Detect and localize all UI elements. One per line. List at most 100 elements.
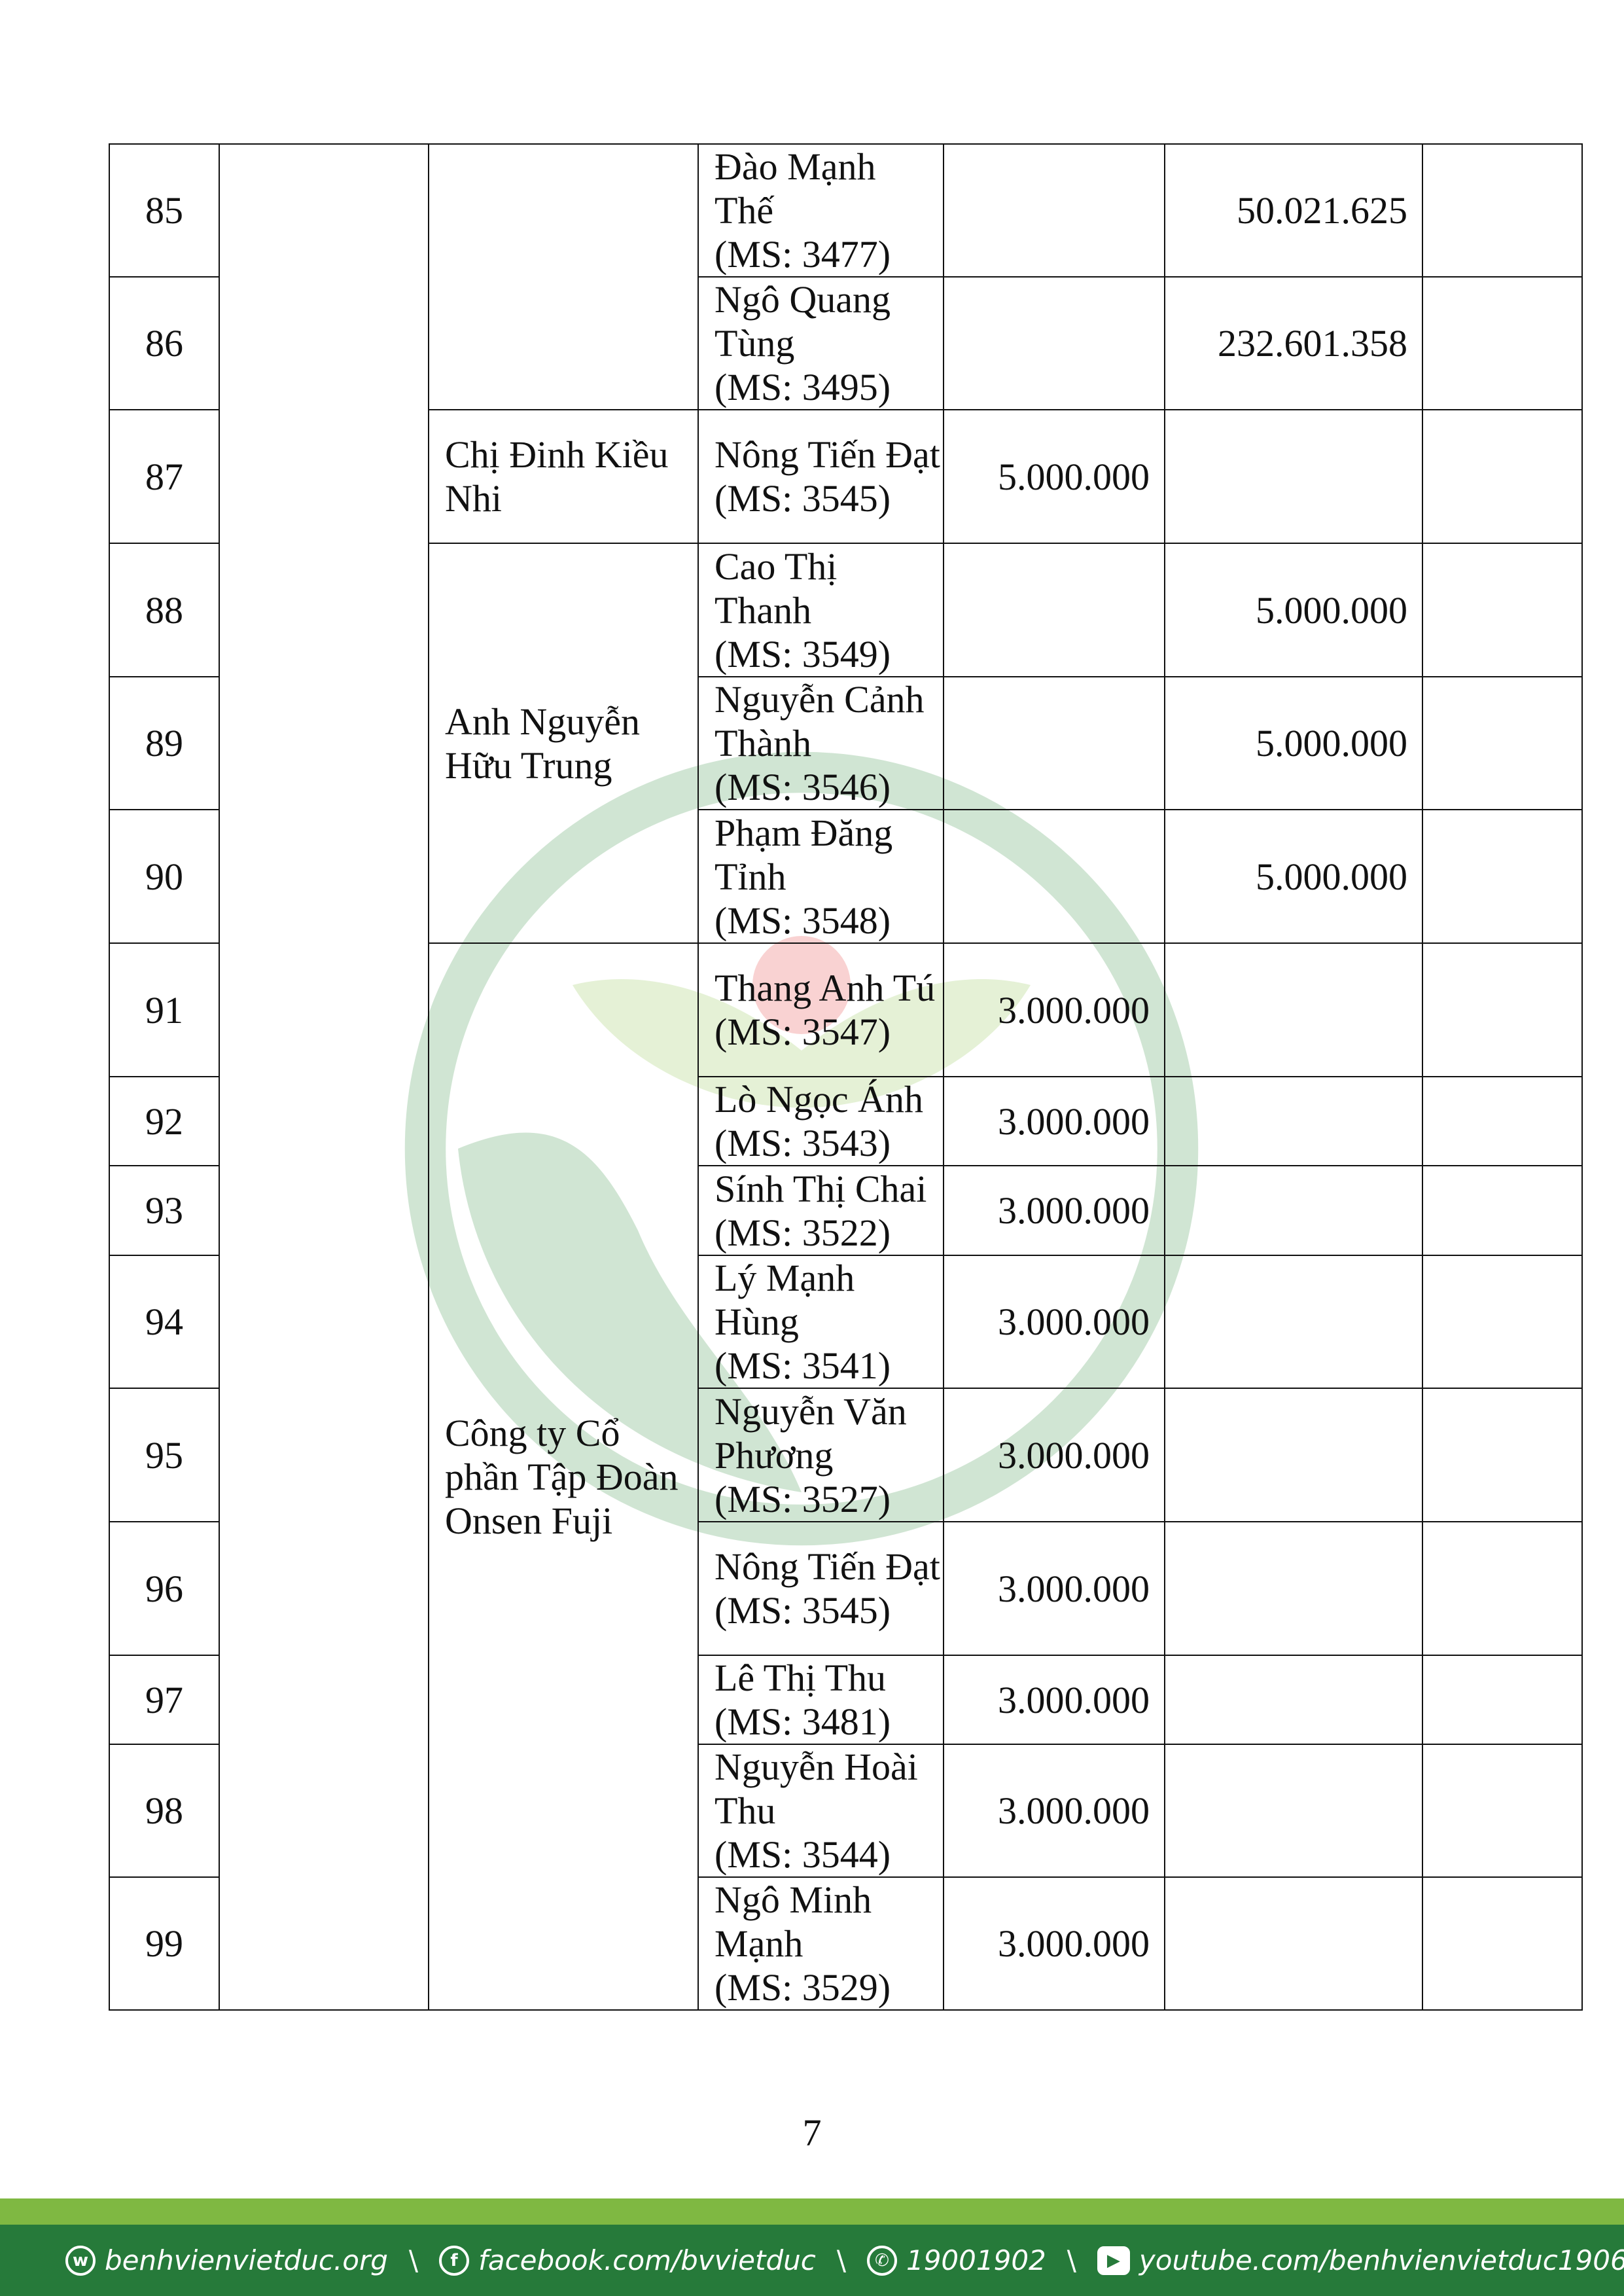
amount-a-cell — [943, 143, 1165, 278]
donation-table: 85 Đào Mạnh Thế (MS: 3477) 50.021.625 86 Ngô … — [109, 143, 1583, 2011]
amount-a-cell: 3.000.000 — [943, 1165, 1165, 1256]
row-number: 99 — [109, 1876, 220, 2011]
unit-cell — [219, 143, 429, 2011]
table-row: 85 Đào Mạnh Thế (MS: 3477) 50.021.625 — [109, 143, 1583, 2011]
note-cell — [1422, 143, 1583, 278]
sponsor-cell: Anh Nguyễn Hữu Trung — [428, 543, 699, 944]
recipient-cell: Ngô Minh Mạnh (MS: 3529) — [697, 1876, 944, 2011]
recipient-code: (MS: 3477) — [715, 233, 891, 276]
note-cell — [1422, 942, 1583, 1077]
recipient-name: Nguyễn Hoài Thu — [715, 1746, 918, 1832]
recipient-code: (MS: 3545) — [715, 477, 891, 520]
footer: w benhvienvietduc.org \ f facebook.com/bvv… — [0, 2225, 1624, 2296]
amount-a-cell: 3.000.000 — [943, 1388, 1165, 1522]
recipient-cell: Lý Mạnh Hùng (MS: 3541) — [697, 1255, 944, 1389]
note-cell — [1422, 1165, 1583, 1256]
footer-phone-link[interactable]: ✆ 19001902 — [866, 2244, 1046, 2276]
row-number: 96 — [109, 1521, 220, 1656]
amount-b-cell: 5.000.000 — [1164, 543, 1423, 677]
footer-website-link[interactable]: w benhvienvietduc.org — [65, 2244, 388, 2276]
recipient-cell: Lê Thị Thu (MS: 3481) — [697, 1655, 944, 1745]
note-cell — [1422, 1076, 1583, 1166]
amount-b-cell: 5.000.000 — [1164, 809, 1423, 944]
table-row: 99 Ngô Minh Mạnh (MS: 3529) 3.000.000 — [109, 1876, 1583, 2011]
recipient-cell: Nông Tiến Đạt (MS: 3545) — [697, 1521, 944, 1656]
website-text: benhvienvietduc.org — [105, 2244, 388, 2276]
recipient-code: (MS: 3549) — [715, 632, 891, 675]
table-row: 90 Phạm Đăng Tỉnh (MS: 3548) 5.000.000 — [109, 809, 1583, 944]
amount-a-cell: 3.000.000 — [943, 1655, 1165, 1745]
recipient-name: Ngô Quang Tùng — [715, 278, 891, 365]
amount-b-cell — [1164, 1655, 1423, 1745]
recipient-cell: Nguyễn Hoài Thu (MS: 3544) — [697, 1744, 944, 1878]
note-cell — [1422, 1744, 1583, 1878]
recipient-cell: Nguyễn Cảnh Thành (MS: 3546) — [697, 676, 944, 810]
note-cell — [1422, 276, 1583, 410]
recipient-code: (MS: 3543) — [715, 1122, 891, 1164]
footer-youtube-link[interactable]: ▶ youtube.com/benhvienvietduc1906 — [1097, 2244, 1624, 2276]
recipient-name: Nông Tiến Đạt — [715, 1545, 940, 1588]
amount-a-cell: 3.000.000 — [943, 1521, 1165, 1656]
row-number: 95 — [109, 1388, 220, 1522]
recipient-name: Nguyễn Cảnh Thành — [715, 678, 925, 764]
row-number: 93 — [109, 1165, 220, 1256]
recipient-name: Lê Thị Thu — [715, 1657, 887, 1699]
recipient-cell: Đào Mạnh Thế (MS: 3477) — [697, 143, 944, 278]
recipient-code: (MS: 3522) — [715, 1211, 891, 1254]
recipient-code: (MS: 3541) — [715, 1344, 891, 1387]
note-cell — [1422, 1876, 1583, 2011]
recipient-cell: Sính Thị Chai (MS: 3522) — [697, 1165, 944, 1256]
row-number: 90 — [109, 809, 220, 944]
amount-a-cell — [943, 809, 1165, 944]
recipient-code: (MS: 3545) — [715, 1589, 891, 1632]
row-number: 85 — [109, 143, 220, 278]
amount-a-cell: 3.000.000 — [943, 1255, 1165, 1389]
row-number: 87 — [109, 409, 220, 544]
amount-b-cell: 232.601.358 — [1164, 276, 1423, 410]
row-number: 91 — [109, 942, 220, 1077]
table-row: 96 Nông Tiến Đạt (MS: 3545) 3.000.000 — [109, 1521, 1583, 1656]
recipient-name: Cao Thị Thanh — [715, 545, 838, 632]
table-row: 93 Sính Thị Chai (MS: 3522) 3.000.000 — [109, 1165, 1583, 1256]
recipient-cell: Nông Tiến Đạt (MS: 3545) — [697, 409, 944, 544]
amount-b-cell: 5.000.000 — [1164, 676, 1423, 810]
amount-b-cell — [1164, 1076, 1423, 1166]
table-row: 91 Công ty Cổ phần Tập Đoàn Onsen Fuji Tha… — [109, 942, 1583, 2011]
note-cell — [1422, 1388, 1583, 1522]
recipient-cell: Phạm Đăng Tỉnh (MS: 3548) — [697, 809, 944, 944]
sponsor-cell — [428, 143, 699, 410]
recipient-cell: Thang Anh Tú (MS: 3547) — [697, 942, 944, 1077]
recipient-code: (MS: 3495) — [715, 366, 891, 408]
amount-a-cell: 3.000.000 — [943, 1076, 1165, 1166]
footer-facebook-link[interactable]: f facebook.com/bvvietduc — [439, 2244, 816, 2276]
row-number: 98 — [109, 1744, 220, 1878]
amount-a-cell: 5.000.000 — [943, 409, 1165, 544]
recipient-cell: Lò Ngọc Ánh (MS: 3543) — [697, 1076, 944, 1166]
amount-a-cell: 3.000.000 — [943, 1744, 1165, 1878]
row-number: 92 — [109, 1076, 220, 1166]
recipient-name: Đào Mạnh Thế — [715, 145, 876, 232]
row-number: 94 — [109, 1255, 220, 1389]
table-row: 87 Chị Đinh Kiều Nhi Nông Tiến Đạt (MS: 354… — [109, 409, 1583, 544]
note-cell — [1422, 1655, 1583, 1745]
amount-b-cell — [1164, 1255, 1423, 1389]
table-row: 92 Lò Ngọc Ánh (MS: 3543) 3.000.000 — [109, 1076, 1583, 1166]
amount-a-cell — [943, 676, 1165, 810]
note-cell — [1422, 1255, 1583, 1389]
amount-b-cell — [1164, 1388, 1423, 1522]
recipient-name: Ngô Minh Mạnh — [715, 1878, 872, 1965]
recipient-cell: Cao Thị Thanh (MS: 3549) — [697, 543, 944, 677]
recipient-code: (MS: 3481) — [715, 1700, 891, 1743]
recipient-name: Phạm Đăng Tỉnh — [715, 811, 893, 898]
youtube-icon: ▶ — [1097, 2246, 1130, 2275]
recipient-name: Nông Tiến Đạt — [715, 433, 940, 476]
amount-a-cell: 3.000.000 — [943, 942, 1165, 1077]
recipient-name: Thang Anh Tú — [715, 967, 936, 1009]
table-row: 89 Nguyễn Cảnh Thành (MS: 3546) 5.000.000 — [109, 676, 1583, 810]
amount-a-cell — [943, 543, 1165, 677]
recipient-code: (MS: 3529) — [715, 1966, 891, 2009]
recipient-name: Lý Mạnh Hùng — [715, 1257, 855, 1343]
row-number: 97 — [109, 1655, 220, 1745]
table-row: 95 Nguyễn Văn Phương (MS: 3527) 3.000.000 — [109, 1388, 1583, 1522]
page-number: 7 — [802, 2111, 822, 2154]
